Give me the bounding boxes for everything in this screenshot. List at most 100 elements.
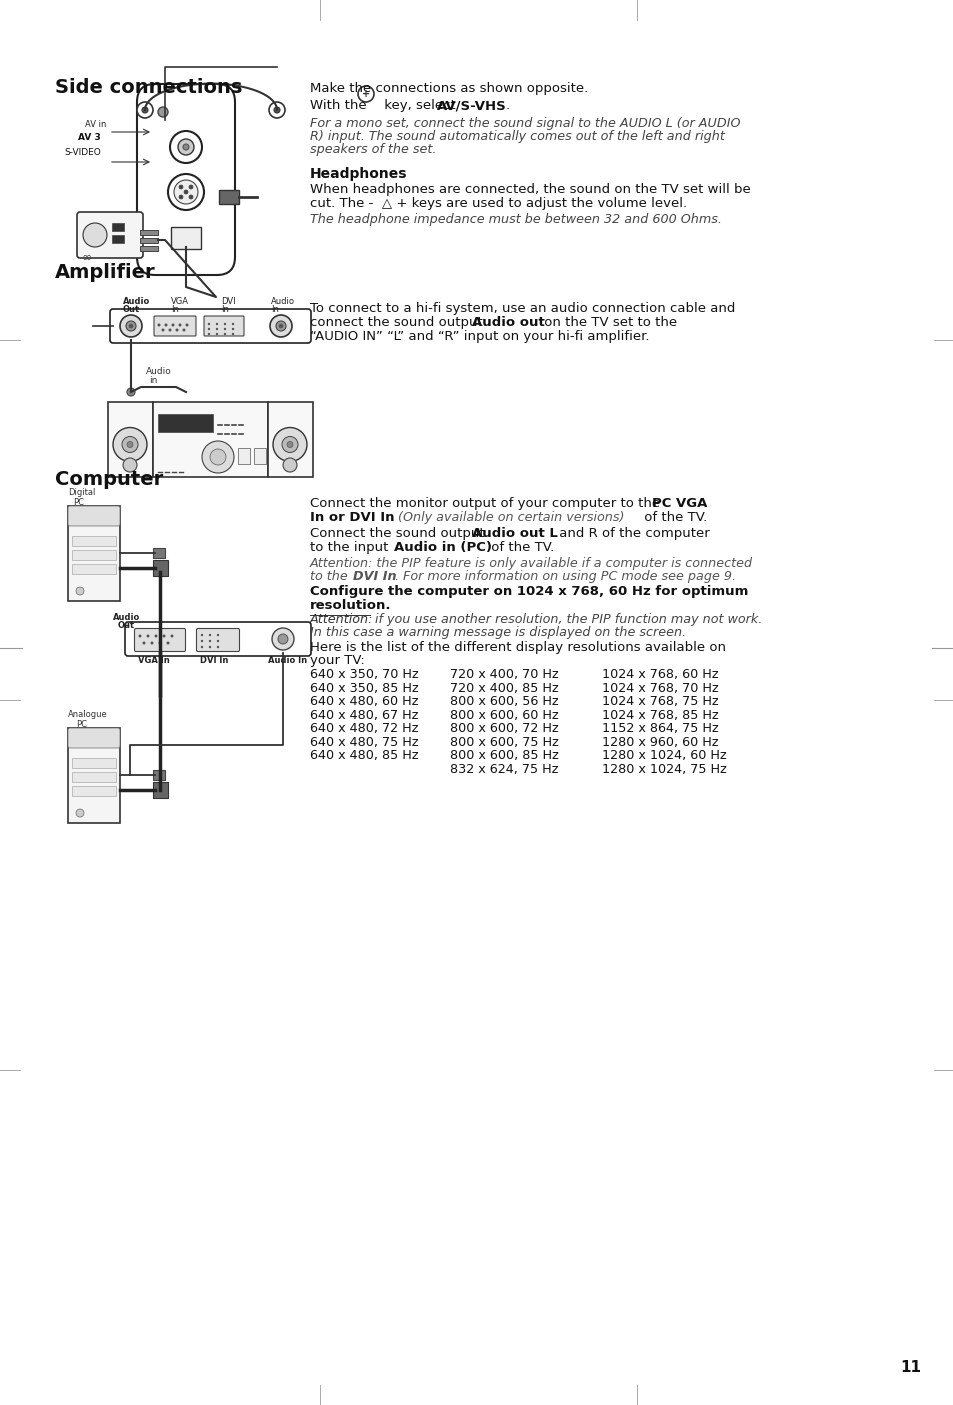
Text: 800 x 600, 75 Hz: 800 x 600, 75 Hz xyxy=(450,735,558,749)
Circle shape xyxy=(158,107,168,117)
Text: oo: oo xyxy=(83,253,92,261)
Circle shape xyxy=(162,635,165,638)
Circle shape xyxy=(274,107,280,112)
Circle shape xyxy=(232,327,233,330)
Text: key, select: key, select xyxy=(379,98,459,112)
Text: 640 x 480, 72 Hz: 640 x 480, 72 Hz xyxy=(310,722,418,735)
Text: PC VGA: PC VGA xyxy=(651,497,706,510)
Text: 640 x 350, 85 Hz: 640 x 350, 85 Hz xyxy=(310,681,418,694)
Text: 640 x 480, 60 Hz: 640 x 480, 60 Hz xyxy=(310,695,418,708)
Circle shape xyxy=(129,325,132,327)
Text: 640 x 480, 67 Hz: 640 x 480, 67 Hz xyxy=(310,708,418,722)
Bar xyxy=(152,770,165,780)
Circle shape xyxy=(215,323,218,325)
Text: In or DVI In: In or DVI In xyxy=(310,511,395,524)
Text: 800 x 600, 60 Hz: 800 x 600, 60 Hz xyxy=(450,708,558,722)
Text: Audio out: Audio out xyxy=(472,316,544,329)
Bar xyxy=(171,228,201,249)
Text: The headphone impedance must be between 32 and 600 Ohms.: The headphone impedance must be between … xyxy=(310,214,721,226)
Circle shape xyxy=(120,315,142,337)
Text: (Only available on certain versions): (Only available on certain versions) xyxy=(394,511,624,524)
Text: With the: With the xyxy=(310,98,371,112)
Text: in: in xyxy=(149,377,157,385)
Text: 832 x 624, 75 Hz: 832 x 624, 75 Hz xyxy=(450,763,558,776)
Text: 800 x 600, 72 Hz: 800 x 600, 72 Hz xyxy=(450,722,558,735)
Circle shape xyxy=(224,323,226,325)
Text: of the TV.: of the TV. xyxy=(639,511,706,524)
FancyBboxPatch shape xyxy=(137,84,234,275)
Bar xyxy=(68,728,120,823)
Text: 11: 11 xyxy=(899,1360,920,1375)
Circle shape xyxy=(83,223,107,247)
Text: resolution.: resolution. xyxy=(310,599,391,613)
Circle shape xyxy=(154,635,157,638)
Text: When headphones are connected, the sound on the TV set will be: When headphones are connected, the sound… xyxy=(310,183,750,197)
Circle shape xyxy=(215,333,218,336)
Bar xyxy=(71,535,116,547)
Bar xyxy=(112,223,124,230)
Bar xyxy=(112,235,124,243)
Circle shape xyxy=(138,635,141,638)
Text: +: + xyxy=(361,89,370,98)
Circle shape xyxy=(172,323,174,326)
FancyBboxPatch shape xyxy=(153,316,195,336)
Text: In: In xyxy=(221,305,229,313)
Circle shape xyxy=(200,634,203,636)
Text: 1280 x 1024, 60 Hz: 1280 x 1024, 60 Hz xyxy=(601,749,726,762)
Text: S-VIDEO: S-VIDEO xyxy=(64,148,101,157)
Text: AV/S-VHS: AV/S-VHS xyxy=(436,98,506,112)
Text: Audio out L: Audio out L xyxy=(472,527,558,540)
Circle shape xyxy=(278,325,283,327)
Text: In: In xyxy=(271,305,278,313)
Text: Digital: Digital xyxy=(68,488,95,497)
Circle shape xyxy=(178,139,193,155)
Text: “AUDIO IN” “L” and “R” input on your hi-fi amplifier.: “AUDIO IN” “L” and “R” input on your hi-… xyxy=(310,330,649,343)
Text: Audio: Audio xyxy=(123,296,150,306)
Circle shape xyxy=(179,195,183,200)
Text: your TV:: your TV: xyxy=(310,653,364,667)
Circle shape xyxy=(127,441,132,448)
Text: DVI In: DVI In xyxy=(353,570,396,583)
Circle shape xyxy=(122,437,138,452)
Text: For a mono set, connect the sound signal to the AUDIO L (or AUDIO: For a mono set, connect the sound signal… xyxy=(310,117,740,131)
Circle shape xyxy=(151,642,153,645)
Text: In: In xyxy=(171,305,178,313)
Circle shape xyxy=(76,809,84,816)
Circle shape xyxy=(273,427,307,461)
Circle shape xyxy=(127,388,135,396)
Text: 800 x 600, 56 Hz: 800 x 600, 56 Hz xyxy=(450,695,558,708)
Text: cut. The -  △ + keys are used to adjust the volume level.: cut. The - △ + keys are used to adjust t… xyxy=(310,197,686,209)
Text: To connect to a hi-fi system, use an audio connection cable and: To connect to a hi-fi system, use an aud… xyxy=(310,302,735,315)
Text: 640 x 350, 70 Hz: 640 x 350, 70 Hz xyxy=(310,667,418,681)
Text: DVI In: DVI In xyxy=(200,656,228,665)
Circle shape xyxy=(142,107,148,112)
Text: Here is the list of the different display resolutions available on: Here is the list of the different displa… xyxy=(310,641,725,653)
Text: on the TV set to the: on the TV set to the xyxy=(539,316,677,329)
Bar xyxy=(71,771,116,783)
FancyBboxPatch shape xyxy=(204,316,244,336)
Circle shape xyxy=(158,642,161,645)
Circle shape xyxy=(216,639,219,642)
Text: Computer: Computer xyxy=(55,471,163,489)
Text: speakers of the set.: speakers of the set. xyxy=(310,143,436,156)
Text: DVI: DVI xyxy=(221,296,235,306)
Circle shape xyxy=(142,642,146,645)
Text: 1024 x 768, 85 Hz: 1024 x 768, 85 Hz xyxy=(601,708,718,722)
Circle shape xyxy=(167,642,170,645)
Bar xyxy=(140,230,158,235)
Circle shape xyxy=(210,450,226,465)
Circle shape xyxy=(208,323,210,325)
Circle shape xyxy=(147,635,150,638)
Circle shape xyxy=(215,327,218,330)
Text: to the: to the xyxy=(310,570,352,583)
Bar xyxy=(140,246,158,251)
Circle shape xyxy=(275,320,286,332)
Text: Out: Out xyxy=(118,621,135,629)
Circle shape xyxy=(272,628,294,651)
FancyBboxPatch shape xyxy=(125,622,311,656)
Text: 1024 x 768, 75 Hz: 1024 x 768, 75 Hz xyxy=(601,695,718,708)
Bar xyxy=(68,506,120,601)
Text: Analogue: Analogue xyxy=(68,710,108,719)
Circle shape xyxy=(357,86,374,103)
Circle shape xyxy=(173,180,198,204)
